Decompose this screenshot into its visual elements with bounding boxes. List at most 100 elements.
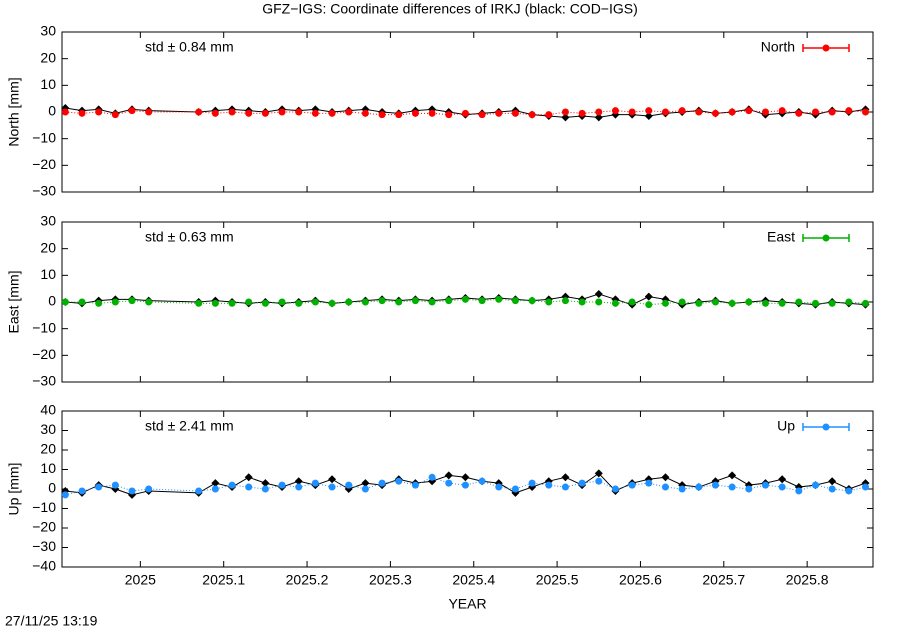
y-tick-label: −30 <box>32 373 56 389</box>
marker <box>511 297 519 305</box>
marker <box>461 473 470 482</box>
marker <box>361 298 369 306</box>
marker <box>778 475 787 484</box>
marker <box>378 111 386 119</box>
y-tick-label: 20 <box>40 441 56 457</box>
y-tick-label: −10 <box>32 129 56 145</box>
marker <box>728 483 736 491</box>
marker <box>444 471 453 480</box>
marker <box>495 483 503 491</box>
marker <box>395 111 403 119</box>
marker <box>511 109 519 117</box>
marker <box>795 109 803 117</box>
marker <box>128 297 136 305</box>
legend-label: Up <box>777 418 795 434</box>
marker <box>145 485 153 493</box>
timestamp: 27/11/25 13:19 <box>5 613 98 629</box>
marker <box>345 481 353 489</box>
y-tick-label: 0 <box>48 293 56 309</box>
marker <box>311 109 319 117</box>
marker <box>745 298 753 306</box>
marker <box>61 298 69 306</box>
marker <box>378 297 386 305</box>
marker <box>661 473 670 482</box>
marker <box>295 483 303 491</box>
y-tick-label: −20 <box>32 519 56 535</box>
marker <box>828 485 836 493</box>
marker <box>78 109 86 117</box>
y-axis-label: Up [mm] <box>6 463 22 516</box>
marker <box>195 487 203 495</box>
marker <box>611 485 619 493</box>
marker <box>345 298 353 306</box>
marker <box>578 109 586 117</box>
marker <box>545 298 553 306</box>
marker <box>228 481 236 489</box>
marker <box>595 298 603 306</box>
marker <box>261 109 269 117</box>
marker <box>511 485 519 493</box>
marker <box>861 108 869 116</box>
x-tick-label: 2025.7 <box>702 572 745 588</box>
marker <box>195 299 203 307</box>
marker <box>294 477 303 486</box>
y-tick-label: 30 <box>40 23 56 39</box>
marker <box>828 108 836 116</box>
marker <box>445 297 453 305</box>
marker <box>111 111 119 119</box>
marker <box>145 298 153 306</box>
marker <box>95 483 103 491</box>
marker <box>495 295 503 303</box>
legend-swatch <box>822 234 830 242</box>
marker <box>395 298 403 306</box>
marker <box>361 109 369 117</box>
y-tick-label: −20 <box>32 346 56 362</box>
y-tick-label: −10 <box>32 499 56 515</box>
marker <box>611 299 619 307</box>
legend-label: North <box>761 39 795 55</box>
marker <box>245 298 253 306</box>
marker <box>528 479 536 487</box>
marker <box>561 473 570 482</box>
marker <box>278 481 286 489</box>
marker <box>245 109 253 117</box>
marker <box>728 471 737 480</box>
marker <box>645 107 653 115</box>
marker <box>595 108 603 116</box>
marker <box>628 108 636 116</box>
marker <box>461 109 469 117</box>
marker <box>428 298 436 306</box>
marker <box>211 485 219 493</box>
y-tick-label: −30 <box>32 183 56 199</box>
marker <box>261 485 269 493</box>
y-tick-label: 0 <box>48 480 56 496</box>
y-axis-label: East [mm] <box>6 270 22 333</box>
marker <box>528 111 536 119</box>
annotation: std ± 2.41 mm <box>145 418 234 434</box>
marker <box>445 479 453 487</box>
y-tick-label: 10 <box>40 266 56 282</box>
x-tick-label: 2025.3 <box>369 572 412 588</box>
marker <box>578 298 586 306</box>
marker <box>311 479 319 487</box>
y-tick-label: −30 <box>32 538 56 554</box>
marker <box>661 108 669 116</box>
marker <box>595 477 603 485</box>
y-tick-label: 20 <box>40 49 56 65</box>
marker <box>545 481 553 489</box>
marker <box>594 469 603 478</box>
marker <box>361 485 369 493</box>
chart-title: GFZ−IGS: Coordinate differences of IRKJ … <box>262 1 638 17</box>
marker <box>78 487 86 495</box>
marker <box>761 108 769 116</box>
marker <box>661 483 669 491</box>
y-axis-label: North [mm] <box>6 77 22 146</box>
marker <box>561 297 569 305</box>
marker <box>711 481 719 489</box>
marker <box>245 483 253 491</box>
marker <box>711 298 719 306</box>
marker <box>311 298 319 306</box>
marker <box>461 295 469 303</box>
marker <box>228 108 236 116</box>
